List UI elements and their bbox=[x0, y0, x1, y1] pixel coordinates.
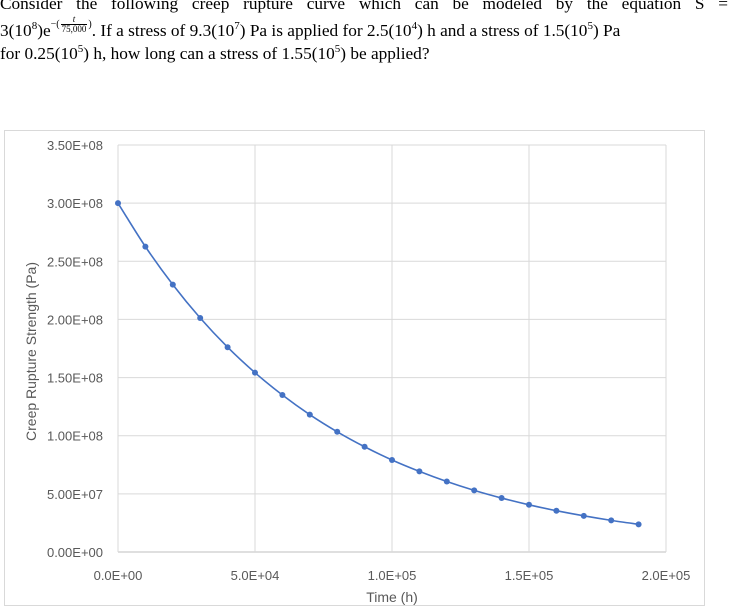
equation-fraction: t 75,000 bbox=[60, 14, 88, 34]
data-point bbox=[115, 200, 121, 207]
equation-coefficient: 3(10 bbox=[0, 20, 32, 40]
problem-statement: Consider the following creep rupture cur… bbox=[0, 0, 728, 65]
equation-minus: −( bbox=[50, 18, 60, 30]
problem-text-g: ) be applied? bbox=[340, 43, 430, 63]
x-tick-label: 1.0E+05 bbox=[368, 568, 417, 583]
problem-text-f: ) h, how long can a stress of 1.55(10 bbox=[83, 43, 335, 63]
problem-text-d: ) Pa bbox=[592, 20, 621, 40]
data-point bbox=[197, 315, 204, 322]
equation-e: )e bbox=[37, 20, 51, 40]
data-point bbox=[279, 392, 286, 399]
data-point bbox=[443, 478, 450, 485]
data-point bbox=[389, 457, 395, 464]
y-tick-label: 1.50E+08 bbox=[47, 371, 103, 386]
x-tick-label: 1.5E+05 bbox=[505, 568, 554, 583]
sup-5a: 5 bbox=[587, 20, 593, 33]
data-point bbox=[334, 428, 341, 435]
y-tick-label: 3.00E+08 bbox=[47, 196, 103, 211]
problem-text-e: for 0.25(10 bbox=[0, 43, 78, 63]
problem-line-2: 3(108)e−(t 75,000). If a stress of 9.3(10… bbox=[0, 15, 728, 42]
y-tick-label: 2.50E+08 bbox=[47, 254, 103, 269]
equation-close: ) bbox=[88, 18, 92, 30]
problem-line-3: for 0.25(105) h, how long can a stress o… bbox=[0, 42, 728, 65]
x-tick-label: 0.0E+00 bbox=[94, 568, 143, 583]
data-point bbox=[471, 487, 478, 494]
problem-text-c: ) h and a stress of 1.5(10 bbox=[417, 20, 588, 40]
data-point bbox=[169, 281, 176, 288]
data-point bbox=[142, 243, 149, 250]
equation-denominator: 75,000 bbox=[60, 24, 88, 34]
data-point bbox=[635, 521, 642, 528]
y-tick-label: 1.00E+08 bbox=[47, 429, 103, 444]
problem-line-1: Consider the following creep rupture cur… bbox=[0, 0, 728, 13]
sup-5c: 5 bbox=[334, 43, 341, 56]
sup-4: 4 bbox=[411, 20, 418, 33]
series-line bbox=[117, 202, 639, 526]
y-tick-label: 5.00E+07 bbox=[47, 487, 103, 502]
sup-5b: 5 bbox=[77, 43, 84, 56]
data-point bbox=[306, 411, 313, 418]
data-point bbox=[361, 443, 368, 450]
data-point bbox=[553, 507, 560, 514]
y-tick-labels: 0.00E+00 5.00E+07 1.00E+08 1.50E+08 2.00E+08… bbox=[47, 138, 103, 560]
data-points bbox=[115, 200, 642, 528]
sup-7: 7 bbox=[234, 20, 240, 33]
x-axis-title: Time (h) bbox=[366, 589, 418, 605]
data-point bbox=[252, 369, 258, 376]
problem-text-a: . If a stress of 9.3(10 bbox=[91, 20, 235, 40]
equation-numerator: t bbox=[72, 14, 76, 24]
y-tick-label: 0.00E+00 bbox=[47, 545, 103, 560]
data-point bbox=[416, 468, 423, 475]
x-tick-label: 2.0E+05 bbox=[642, 568, 691, 583]
y-tick-label: 2.00E+08 bbox=[47, 312, 103, 327]
data-point bbox=[498, 495, 505, 502]
gridlines bbox=[117, 144, 667, 553]
x-tick-labels: 0.0E+00 5.0E+04 1.0E+05 1.5E+05 2.0E+05 bbox=[94, 568, 691, 583]
problem-text-b: ) Pa is applied for 2.5(10 bbox=[239, 20, 412, 40]
data-point bbox=[608, 517, 615, 524]
x-tick-label: 5.0E+04 bbox=[231, 568, 280, 583]
chart-area bbox=[4, 130, 705, 606]
data-point bbox=[580, 512, 587, 519]
equation-exponent-8: 8 bbox=[31, 20, 38, 33]
y-tick-label: 3.50E+08 bbox=[47, 138, 103, 153]
equation-exponent: −(t 75,000) bbox=[51, 15, 92, 34]
data-point bbox=[526, 501, 532, 508]
data-point bbox=[224, 344, 231, 351]
y-axis-title: Creep Rupture Strength (Pa) bbox=[23, 262, 39, 441]
